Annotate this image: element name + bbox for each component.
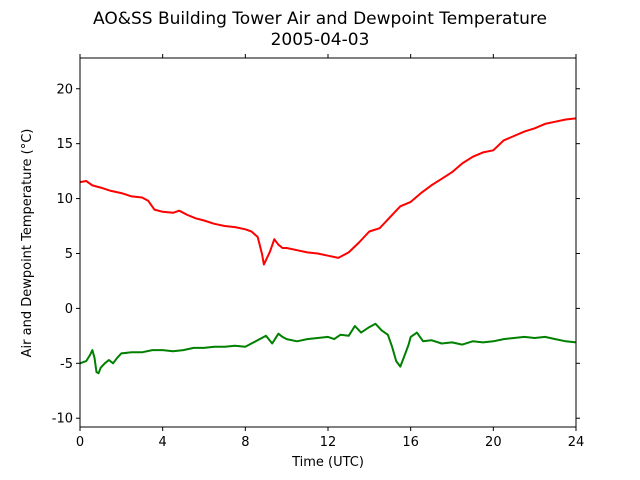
y-tick-label: 15 (56, 137, 73, 152)
x-tick-label: 4 (159, 435, 167, 450)
y-tick-label: 5 (65, 247, 73, 262)
plot-frame (79, 57, 577, 428)
y-tick-label: -5 (60, 357, 73, 372)
x-tick-label: 20 (485, 435, 502, 450)
chart-title: AO&SS Building Tower Air and Dewpoint Te… (93, 9, 547, 29)
y-tick-label: -10 (52, 412, 73, 427)
y-axis: -10 -5 0 5 10 15 20 (52, 82, 580, 427)
x-axis: 0 4 8 12 16 20 24 (76, 54, 584, 450)
x-axis-label: Time (UTC) (291, 455, 364, 470)
x-tick-label: 8 (241, 435, 249, 450)
y-tick-label: 0 (65, 302, 73, 317)
y-tick-label: 10 (56, 192, 73, 207)
y-tick-label: 20 (56, 82, 73, 97)
plot-area (79, 57, 577, 428)
x-tick-label: 16 (402, 435, 419, 450)
series-line-1 (79, 322, 577, 375)
series-line-0 (79, 117, 577, 266)
x-tick-label: 12 (320, 435, 337, 450)
chart-subtitle: 2005-04-03 (271, 30, 370, 50)
series-layer (79, 117, 577, 375)
x-tick-label: 0 (76, 435, 84, 450)
x-tick-label: 24 (568, 435, 585, 450)
y-axis-label: Air and Dewpoint Temperature (°C) (20, 129, 35, 358)
